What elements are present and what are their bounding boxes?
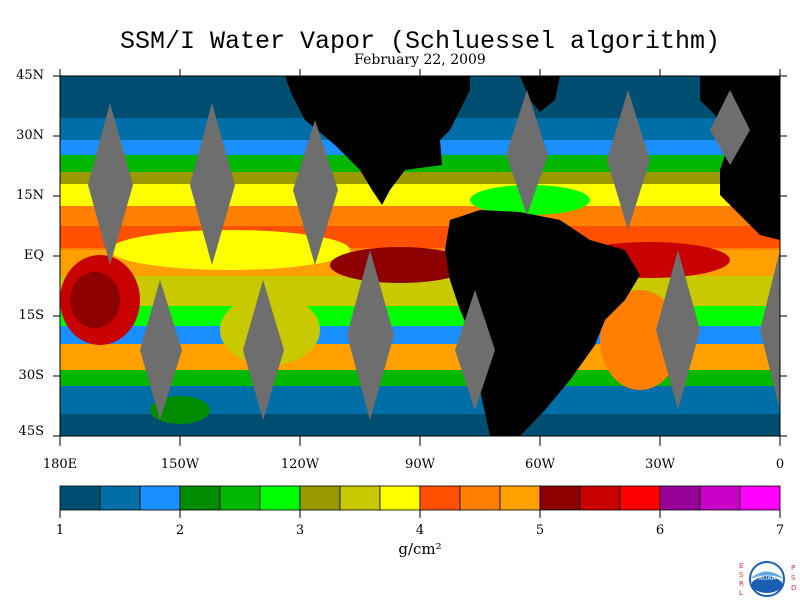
- colorbar-tick-5: 5: [535, 523, 545, 538]
- noaa-seal-icon: NOAA: [749, 561, 785, 597]
- colorbar-swatch: [339, 485, 381, 511]
- colorbar-tick-2: 2: [175, 523, 185, 538]
- lon-label-0: 0: [775, 457, 785, 472]
- lon-label-60w: 60W: [525, 457, 555, 472]
- colorbar: [59, 485, 781, 518]
- lat-label-30n: 30N: [16, 128, 44, 143]
- lat-label-15n: 15N: [16, 188, 44, 203]
- colorbar-swatch: [459, 485, 501, 511]
- colorbar-swatch: [99, 485, 141, 511]
- colorbar-swatch: [619, 485, 661, 511]
- lon-label-30w: 30W: [645, 457, 675, 472]
- lat-label-15s: 15S: [18, 308, 44, 323]
- lon-label-90w: 90W: [405, 457, 435, 472]
- map-field: [60, 76, 780, 436]
- colorbar-swatch: [299, 485, 341, 511]
- colorbar-swatch: [59, 485, 101, 511]
- colorbar-swatch: [379, 485, 421, 511]
- lat-label-eq: EQ: [23, 248, 44, 263]
- colorbar-swatch: [499, 485, 541, 511]
- colorbar-unit-label: g/cm²: [398, 540, 442, 558]
- lat-label-45s: 45S: [18, 424, 44, 439]
- lon-label-150w: 150W: [160, 457, 200, 472]
- logo-right-letter-s: S: [791, 574, 796, 582]
- colorbar-swatch: [539, 485, 581, 511]
- colorbar-swatch: [699, 485, 741, 511]
- colorbar-swatch: [259, 485, 301, 511]
- logo-left-letter-e: E: [739, 562, 744, 570]
- lon-label-180e: 180E: [42, 457, 78, 472]
- colorbar-swatch: [579, 485, 621, 511]
- colorbar-tick-7: 7: [775, 523, 785, 538]
- colorbar-tick-4: 4: [415, 523, 425, 538]
- chart-date: February 22, 2009: [354, 52, 486, 68]
- colorbar-swatch: [139, 485, 181, 511]
- lon-ticks: [59, 69, 781, 446]
- lat-ticks: [53, 75, 787, 437]
- logo-left-letter-l: L: [739, 589, 743, 597]
- lat-label-45n: 45N: [16, 68, 44, 83]
- logo-left-letter-r: R: [739, 580, 744, 588]
- colorbar-swatch: [659, 485, 701, 511]
- logo-right-letter-p: P: [791, 564, 796, 572]
- colorbar-tick-3: 3: [295, 523, 305, 538]
- chart-title: SSM/I Water Vapor (Schluessel algorithm): [119, 27, 721, 56]
- colorbar-tick-6: 6: [655, 523, 665, 538]
- colorbar-swatch: [219, 485, 261, 511]
- colorbar-swatch: [419, 485, 461, 511]
- lat-label-30s: 30S: [18, 368, 44, 383]
- lon-label-120w: 120W: [280, 457, 320, 472]
- colorbar-tick-1: 1: [55, 523, 65, 538]
- noaa-logo: NOAA E S R L P S D: [735, 558, 799, 600]
- colorbar-swatch: [179, 485, 221, 511]
- colorbar-swatch: [739, 485, 781, 511]
- logo-left-letter-s: S: [739, 571, 744, 579]
- logo-right-letter-d: D: [791, 584, 797, 592]
- logo-text: NOAA: [758, 575, 776, 582]
